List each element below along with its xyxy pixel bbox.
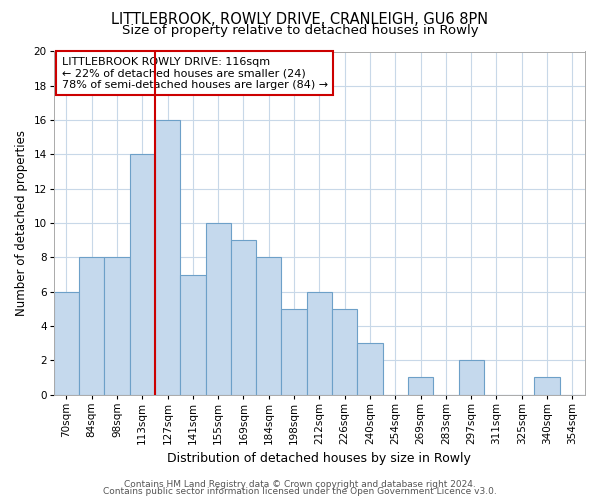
Bar [256, 258, 281, 394]
Bar [54, 292, 79, 395]
Bar [79, 258, 104, 394]
Bar [130, 154, 155, 394]
Bar [458, 360, 484, 394]
Bar [180, 274, 206, 394]
Bar [535, 378, 560, 394]
Bar [104, 258, 130, 394]
Bar [231, 240, 256, 394]
Text: Contains public sector information licensed under the Open Government Licence v3: Contains public sector information licen… [103, 488, 497, 496]
Text: Contains HM Land Registry data © Crown copyright and database right 2024.: Contains HM Land Registry data © Crown c… [124, 480, 476, 489]
Bar [358, 343, 383, 394]
Bar [307, 292, 332, 395]
Bar [332, 309, 358, 394]
Text: Size of property relative to detached houses in Rowly: Size of property relative to detached ho… [122, 24, 478, 37]
Bar [206, 223, 231, 394]
Bar [281, 309, 307, 394]
Bar [155, 120, 180, 394]
X-axis label: Distribution of detached houses by size in Rowly: Distribution of detached houses by size … [167, 452, 472, 465]
Text: LITTLEBROOK ROWLY DRIVE: 116sqm
← 22% of detached houses are smaller (24)
78% of: LITTLEBROOK ROWLY DRIVE: 116sqm ← 22% of… [62, 56, 328, 90]
Bar [408, 378, 433, 394]
Y-axis label: Number of detached properties: Number of detached properties [15, 130, 28, 316]
Text: LITTLEBROOK, ROWLY DRIVE, CRANLEIGH, GU6 8PN: LITTLEBROOK, ROWLY DRIVE, CRANLEIGH, GU6… [112, 12, 488, 28]
